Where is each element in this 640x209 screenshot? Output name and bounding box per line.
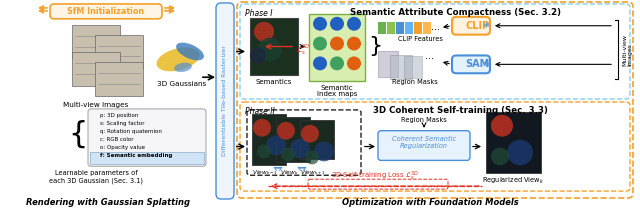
- Bar: [95, 62, 143, 96]
- Bar: [423, 22, 431, 34]
- Bar: [396, 22, 404, 34]
- Bar: [405, 22, 413, 34]
- FancyBboxPatch shape: [88, 109, 206, 166]
- Text: ❄: ❄: [483, 21, 490, 30]
- Text: }: }: [368, 36, 382, 56]
- Bar: [378, 22, 386, 34]
- Text: Index maps: Index maps: [317, 91, 357, 97]
- Text: ...: ...: [426, 51, 435, 61]
- Bar: [404, 56, 422, 78]
- Text: Multi-view Images: Multi-view Images: [63, 102, 129, 108]
- Text: Multi-view
Images: Multi-view Images: [622, 33, 633, 65]
- Bar: [486, 112, 541, 173]
- Circle shape: [507, 140, 533, 165]
- Text: each 3D Gaussian (Sec. 3.1): each 3D Gaussian (Sec. 3.1): [49, 177, 143, 184]
- Text: Phase II: Phase II: [245, 107, 275, 116]
- Circle shape: [347, 37, 361, 51]
- Bar: [252, 114, 286, 165]
- Bar: [414, 22, 422, 34]
- Ellipse shape: [176, 43, 204, 60]
- Circle shape: [330, 56, 344, 70]
- Circle shape: [491, 115, 513, 137]
- Text: ...: ...: [431, 22, 440, 32]
- Text: $View_{k-1}$: $View_{k-1}$: [252, 168, 278, 177]
- Circle shape: [266, 136, 286, 155]
- Circle shape: [254, 22, 274, 42]
- Text: ❄: ❄: [483, 60, 490, 69]
- Text: f: Semantic embedding: f: Semantic embedding: [100, 153, 172, 158]
- Bar: [390, 55, 412, 79]
- Ellipse shape: [157, 47, 200, 71]
- FancyBboxPatch shape: [216, 3, 234, 199]
- Circle shape: [277, 122, 295, 140]
- Ellipse shape: [174, 63, 192, 72]
- FancyBboxPatch shape: [378, 131, 470, 160]
- Text: Rendering with Gaussian Splatting: Rendering with Gaussian Splatting: [26, 198, 190, 207]
- Text: p: 3D position: p: 3D position: [100, 113, 138, 118]
- Text: Regularized View$_k$: Regularized View$_k$: [482, 176, 544, 186]
- Circle shape: [314, 141, 334, 161]
- Text: Semantics: Semantics: [256, 79, 292, 85]
- Bar: [72, 25, 120, 59]
- Text: o: Opacity value: o: Opacity value: [100, 145, 145, 150]
- Circle shape: [290, 139, 310, 158]
- Circle shape: [330, 17, 344, 31]
- Bar: [95, 35, 143, 68]
- FancyBboxPatch shape: [452, 17, 490, 35]
- Text: Optimization with Foundation Models: Optimization with Foundation Models: [342, 198, 518, 207]
- Text: {: {: [68, 120, 88, 149]
- Text: Semantic Attribute Compactness (Sec. 3.2): Semantic Attribute Compactness (Sec. 3.2…: [349, 8, 561, 17]
- Bar: [378, 51, 398, 77]
- Text: Region Masks: Region Masks: [401, 117, 447, 123]
- Text: SAM: SAM: [465, 59, 489, 69]
- Bar: [250, 18, 298, 75]
- Bar: [276, 117, 310, 162]
- Text: 3D Coherent Self-training (Sec. 3.3): 3D Coherent Self-training (Sec. 3.3): [372, 106, 547, 115]
- Circle shape: [313, 37, 327, 51]
- Text: CLIP: CLIP: [465, 21, 489, 31]
- Circle shape: [491, 148, 509, 165]
- Circle shape: [347, 56, 361, 70]
- Circle shape: [253, 119, 271, 137]
- FancyBboxPatch shape: [50, 4, 162, 19]
- Text: SfM Initialization: SfM Initialization: [67, 7, 145, 16]
- Circle shape: [250, 47, 266, 63]
- Circle shape: [258, 38, 282, 61]
- Circle shape: [313, 17, 327, 31]
- Bar: [387, 22, 395, 34]
- Text: Region Masks: Region Masks: [392, 79, 438, 85]
- Circle shape: [281, 148, 295, 161]
- Text: Semantic: Semantic: [321, 85, 353, 91]
- Text: Learnable parameters of: Learnable parameters of: [54, 170, 138, 176]
- Text: q: Rotation quaternion: q: Rotation quaternion: [100, 129, 162, 134]
- Circle shape: [301, 125, 319, 143]
- Text: Differentiable Tile-based Rasterizer: Differentiable Tile-based Rasterizer: [223, 46, 227, 156]
- Text: CLIP Features: CLIP Features: [397, 36, 442, 42]
- Bar: [309, 14, 365, 81]
- Circle shape: [257, 145, 271, 158]
- Circle shape: [330, 37, 344, 51]
- FancyBboxPatch shape: [452, 55, 490, 73]
- Text: $\mathcal{L}_s^{2D}$: $\mathcal{L}_s^{2D}$: [296, 43, 310, 57]
- Text: $View_k$: $View_k$: [280, 168, 298, 177]
- Bar: [90, 153, 204, 164]
- Text: c: RGB color: c: RGB color: [100, 137, 134, 142]
- Text: Phase I: Phase I: [245, 9, 273, 18]
- Text: s: Scaling factor: s: Scaling factor: [100, 121, 145, 126]
- Text: Coherent Semantic
Regularization: Coherent Semantic Regularization: [392, 136, 456, 149]
- Bar: [300, 120, 334, 159]
- Text: 3D Self-training Loss $\mathcal{L}_s^{3D}$: 3D Self-training Loss $\mathcal{L}_s^{3D…: [331, 170, 419, 183]
- Bar: [72, 52, 120, 86]
- Text: $View_{k+1}$: $View_{k+1}$: [300, 168, 326, 177]
- Circle shape: [347, 17, 361, 31]
- Circle shape: [313, 56, 327, 70]
- Circle shape: [305, 150, 319, 164]
- Text: 3D Gaussians: 3D Gaussians: [157, 81, 207, 87]
